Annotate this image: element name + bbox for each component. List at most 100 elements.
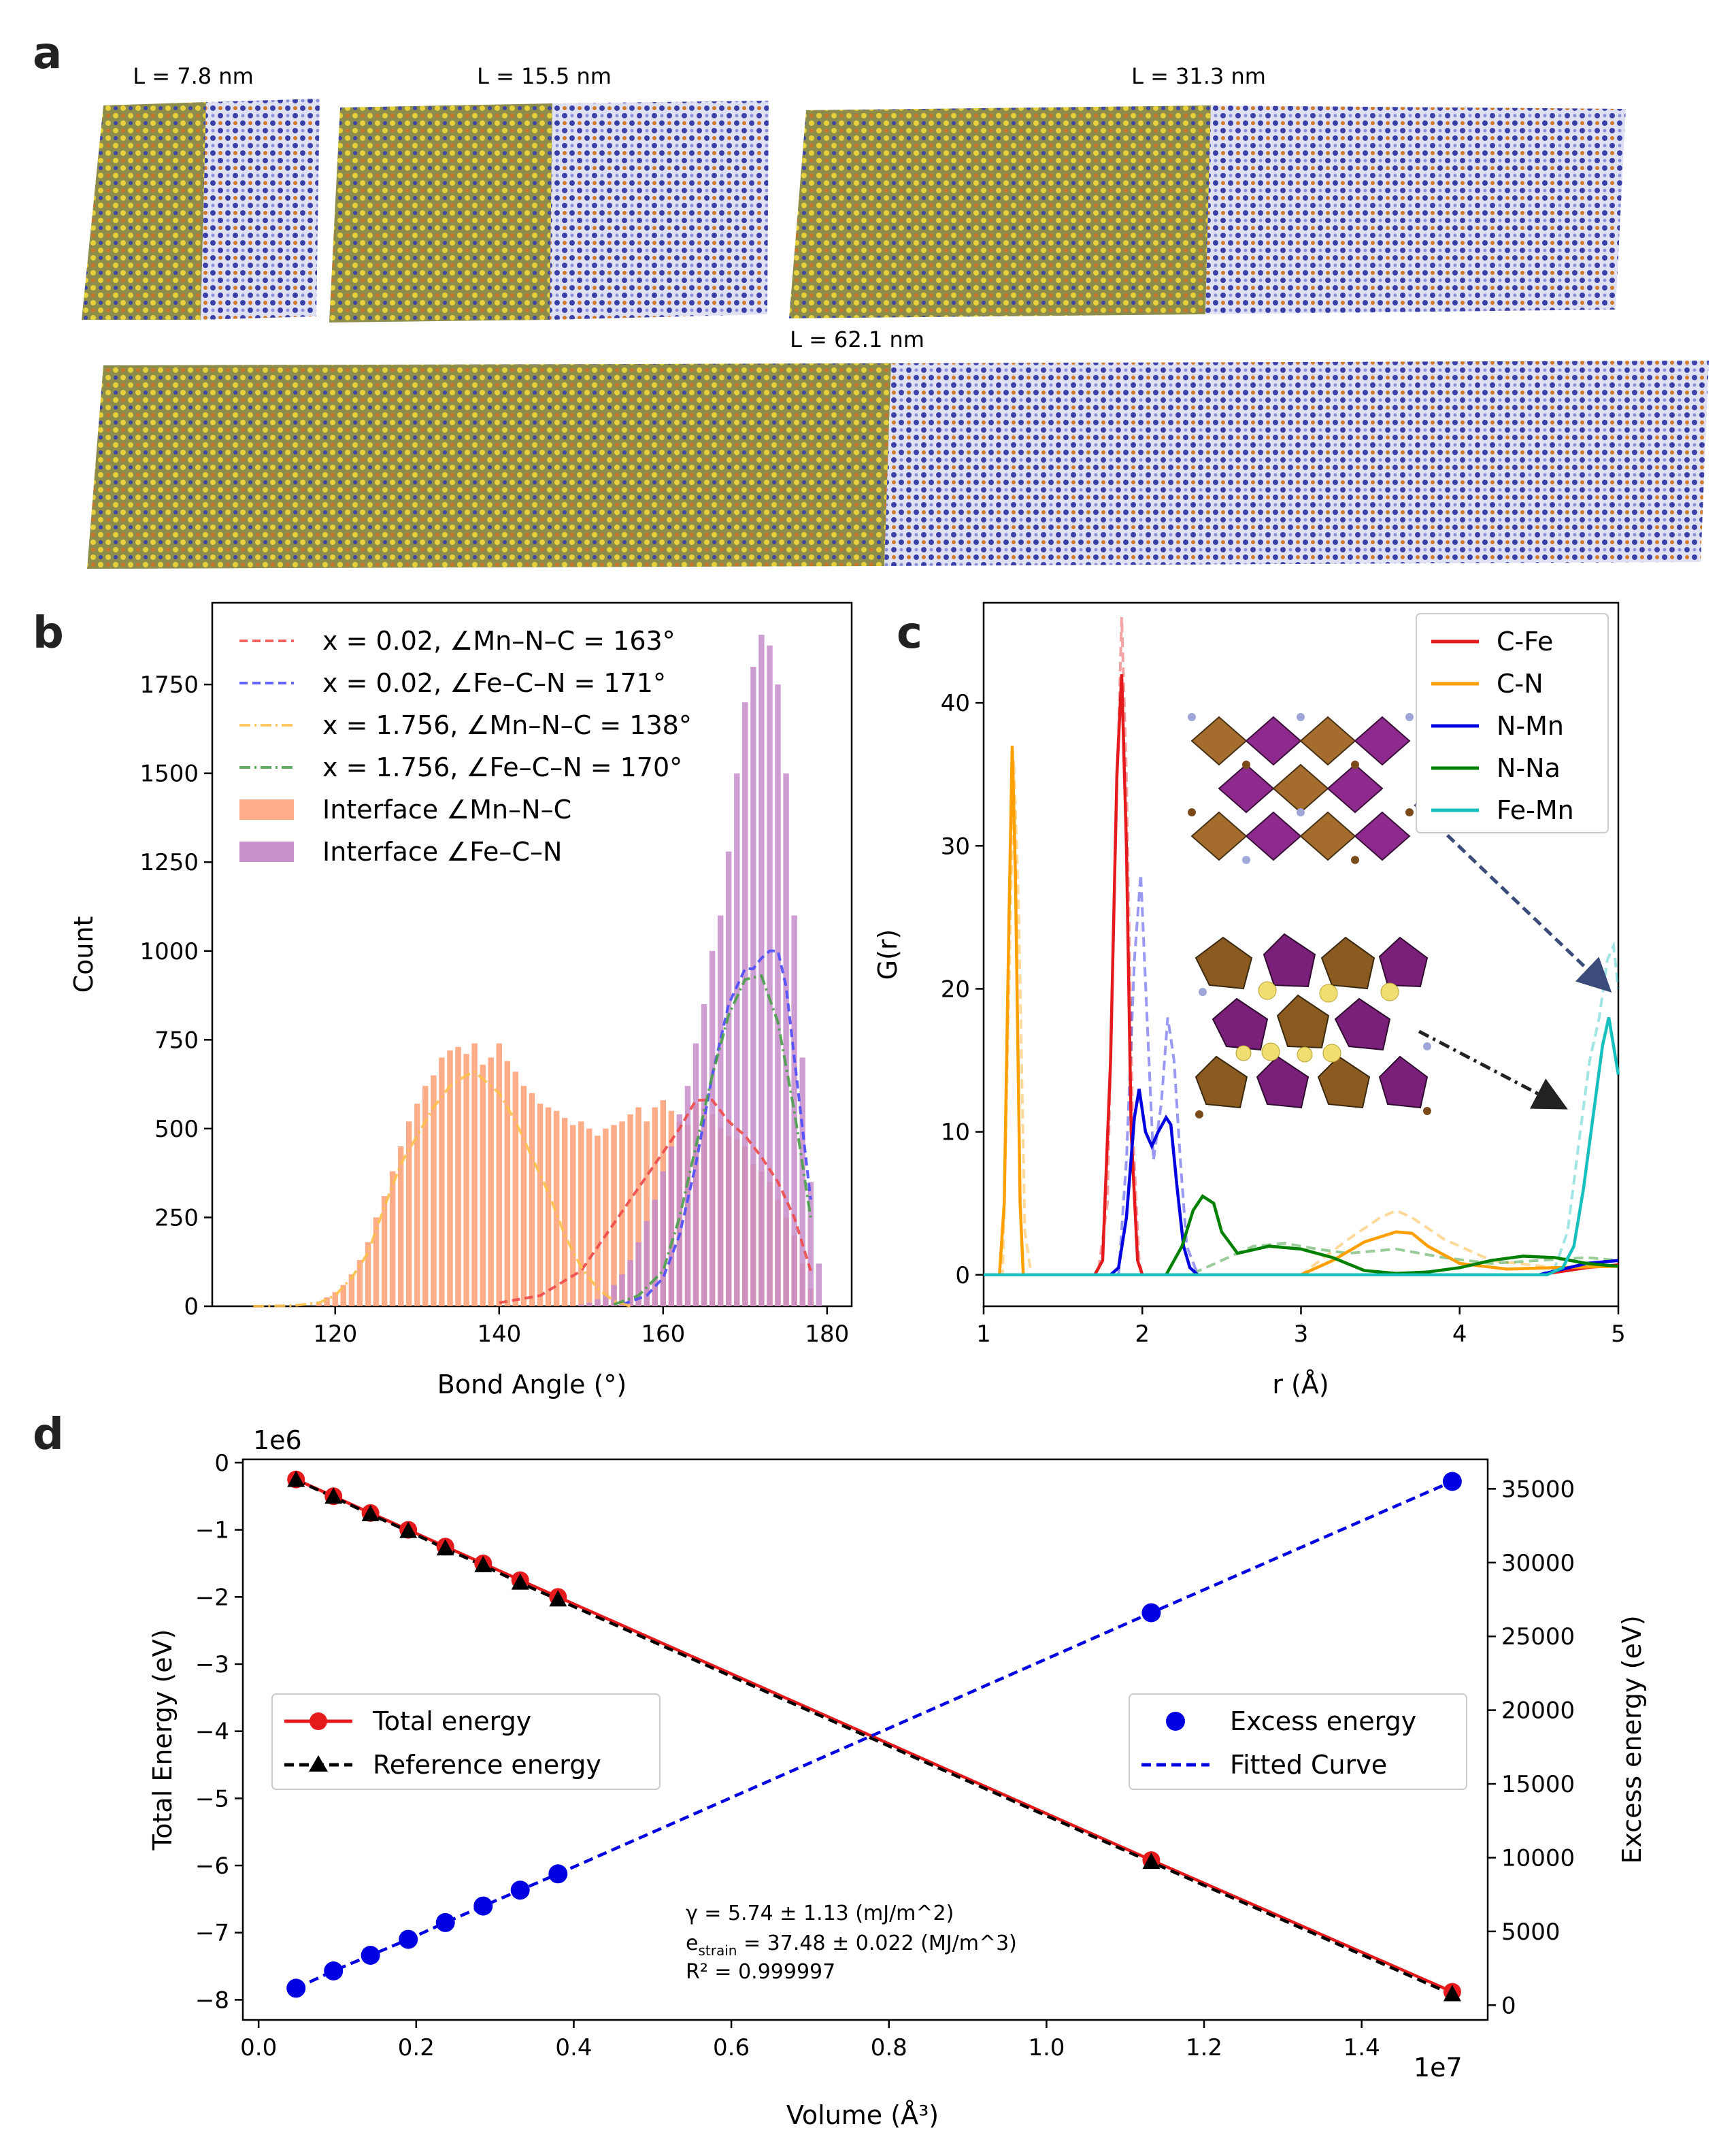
legend-marker-d-2 — [1166, 1712, 1185, 1731]
x-tick-label-d: 1.0 — [1028, 2034, 1065, 2061]
annotation-estrain: estrain = 37.48 ± 0.022 (MJ/m^3) — [686, 1931, 1017, 1959]
x-tick-label-d: 0.6 — [713, 2034, 750, 2061]
series-line-b-3 — [613, 974, 812, 1306]
y-axis-label-c: G(r) — [873, 929, 903, 980]
legend-label-b-0: x = 0.02, ∠Mn–N–C = 163° — [322, 626, 675, 656]
legend-label-c-0: C-Fe — [1497, 627, 1553, 657]
legend-box-d-right — [1129, 1693, 1467, 1790]
bar-interface-mn-n-c — [595, 1135, 601, 1306]
y-tick-label-c: 20 — [941, 976, 970, 1003]
bar-interface-mn-n-c — [529, 1093, 535, 1306]
bar-interface-mn-n-c — [586, 1128, 593, 1306]
y-axis-left-ticks-d: 0 −1 −2 −3 −4 −5 −6 −7 −8 — [195, 1450, 243, 2014]
legend-marker-d-1 — [309, 1755, 328, 1772]
x-axis-label-d: Volume (Å³) — [786, 2100, 939, 2130]
y-right-tick-label-d: 10000 — [1501, 1844, 1575, 1872]
bar-interface-fe-c-n — [603, 1293, 609, 1306]
bar-interface-mn-n-c — [578, 1121, 584, 1306]
bar-interface-mn-n-c — [389, 1171, 396, 1306]
x-tick-label-b: 180 — [805, 1321, 849, 1348]
bar-interface-fe-c-n — [644, 1221, 650, 1306]
x-tick-label-c: 2 — [1135, 1321, 1150, 1348]
x-axis-label-c: r (Å) — [1272, 1370, 1329, 1399]
bar-interface-mn-n-c — [316, 1302, 322, 1306]
plot-frame-d — [241, 1458, 1489, 2021]
x-scale-label-d: 1e7 — [1414, 2053, 1463, 2083]
y-right-tick-label-d: 30000 — [1501, 1550, 1575, 1577]
bar-interface-fe-c-n — [742, 702, 748, 1306]
legend-label-b-1: x = 0.02, ∠Fe–C–N = 171° — [322, 668, 666, 698]
legend-label-d-2: Excess energy — [1230, 1706, 1416, 1736]
y-right-tick-label-d: 0 — [1501, 1992, 1516, 2019]
legend-label-d-1: Reference energy — [373, 1750, 601, 1780]
bar-interface-mn-n-c — [496, 1043, 502, 1306]
reference-energy-point — [324, 1487, 343, 1504]
bar-interface-mn-n-c — [324, 1297, 330, 1306]
atomic-structure-15-5nm — [329, 101, 769, 322]
x-tick-label-d: 0.4 — [555, 2034, 592, 2061]
bar-interface-fe-c-n — [775, 684, 781, 1306]
bar-interface-fe-c-n — [676, 1114, 683, 1306]
legend-d-left: Total energy Reference energy — [271, 1693, 661, 1790]
x-tick-label-b: 160 — [641, 1321, 685, 1348]
bar-interface-mn-n-c — [520, 1086, 527, 1306]
bar-interface-fe-c-n — [586, 1302, 593, 1306]
bar-interface-fe-c-n — [758, 635, 765, 1306]
excess-energy-point — [1442, 1472, 1462, 1491]
legend-c: C-Fe C-N N-Mn N-Na Fe-Mn — [1416, 613, 1609, 833]
y-left-tick-label-d: −8 — [195, 1987, 229, 2014]
legend-label-b-4: Interface ∠Mn–N–C — [322, 795, 571, 825]
bar-interface-mn-n-c — [406, 1121, 412, 1306]
y-right-tick-label-d: 35000 — [1501, 1476, 1575, 1503]
bar-interface-mn-n-c — [381, 1196, 388, 1306]
bar-interface-fe-c-n — [807, 1182, 814, 1306]
legend-label-b-2: x = 1.756, ∠Mn–N–C = 138° — [322, 710, 692, 740]
y-tick-label-b: 1750 — [139, 671, 199, 699]
bar-interface-fe-c-n — [726, 851, 732, 1306]
bar-interface-fe-c-n — [611, 1284, 617, 1306]
y-axis-label-b: Count — [69, 916, 99, 993]
crystal-structure-inset-bottom — [1195, 933, 1431, 1118]
excess-energy-point — [510, 1880, 530, 1900]
atomic-structure-31-3nm — [789, 105, 1626, 318]
legend-label-d-3: Fitted Curve — [1230, 1750, 1387, 1780]
bar-interface-mn-n-c — [611, 1125, 617, 1306]
x-tick-label-c: 3 — [1294, 1321, 1309, 1348]
legend-label-d-0: Total energy — [372, 1706, 531, 1736]
x-tick-label-d: 1.4 — [1344, 2034, 1380, 2061]
atomic-structure-7-8nm — [82, 99, 320, 320]
bar-interface-fe-c-n — [627, 1260, 633, 1306]
bar-interface-mn-n-c — [553, 1110, 560, 1306]
structure-label-15-5nm: L = 15.5 nm — [477, 63, 612, 89]
y-tick-label-b: 0 — [184, 1293, 199, 1321]
plot-area-d — [286, 1470, 1462, 2002]
bar-interface-fe-c-n — [709, 950, 716, 1306]
bar-interface-fe-c-n — [619, 1274, 625, 1306]
bar-interface-mn-n-c — [365, 1242, 371, 1306]
y-left-tick-label-d: −4 — [195, 1719, 229, 1746]
bar-interface-fe-c-n — [750, 667, 756, 1306]
x-tick-label-d: 0.8 — [871, 2034, 907, 2061]
bar-interface-fe-c-n — [660, 1171, 666, 1306]
bar-interface-mn-n-c — [340, 1284, 346, 1306]
bar-interface-mn-n-c — [627, 1114, 633, 1306]
x-tick-label-d: 0.2 — [398, 2034, 435, 2061]
x-tick-label-c: 1 — [976, 1321, 991, 1348]
y-axis-ticks-c: 0 10 20 30 40 — [941, 690, 984, 1289]
y-scale-label-d: 1e6 — [253, 1425, 302, 1455]
bar-interface-fe-c-n — [635, 1242, 641, 1306]
bar-interface-mn-n-c — [603, 1128, 609, 1306]
fit-annotation-d: γ = 5.74 ± 1.13 (mJ/m^2) estrain = 37.48… — [686, 1902, 1017, 1984]
legend-box-c — [1416, 613, 1609, 833]
bar-interface-mn-n-c — [644, 1121, 650, 1306]
legend-label-b-5: Interface ∠Fe–C–N — [322, 837, 562, 867]
bar-interface-mn-n-c — [635, 1107, 641, 1306]
bar-interface-fe-c-n — [701, 1004, 707, 1306]
excess-energy-point — [473, 1896, 493, 1916]
x-tick-label-b: 120 — [313, 1321, 357, 1348]
bar-interface-mn-n-c — [348, 1274, 355, 1306]
reference-energy-point — [1142, 1853, 1161, 1870]
y-axis-ticks-b: 0 250 500 750 1000 1250 1500 1750 — [139, 671, 212, 1321]
bar-interface-mn-n-c — [373, 1217, 380, 1306]
bar-interface-mn-n-c — [480, 1064, 486, 1306]
